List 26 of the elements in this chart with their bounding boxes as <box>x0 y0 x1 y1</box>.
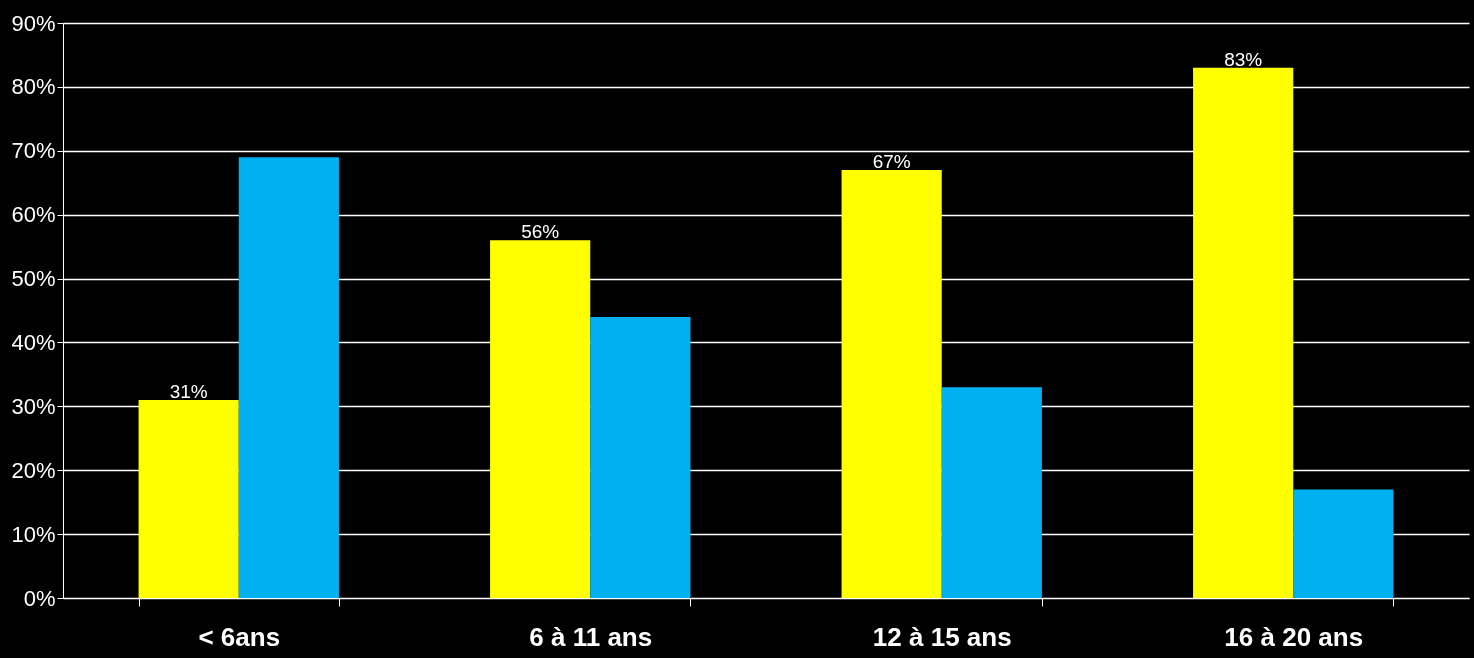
y-tick-label: 40% <box>11 329 56 355</box>
x-tick-label: < 6ans <box>198 621 281 652</box>
y-tick-label: 30% <box>11 393 56 419</box>
data-label: 31% <box>169 380 208 402</box>
data-label: 56% <box>521 221 560 243</box>
y-tick-label: 50% <box>11 266 56 292</box>
bar <box>238 157 339 598</box>
y-tick-label: 60% <box>11 202 56 228</box>
x-tick-label: 16 à 20 ans <box>1224 621 1364 652</box>
y-tick-label: 20% <box>11 457 56 483</box>
bar <box>841 169 942 598</box>
bar <box>490 240 591 598</box>
y-tick-label: 10% <box>11 521 56 547</box>
bar <box>138 399 239 598</box>
data-label: 83% <box>1224 48 1263 70</box>
y-tick-label: 80% <box>11 74 56 100</box>
y-tick-label: 90% <box>11 10 56 36</box>
data-label: 67% <box>872 150 911 172</box>
x-tick-label: 6 à 11 ans <box>529 621 653 652</box>
bar <box>590 316 691 598</box>
x-tick-label: 12 à 15 ans <box>872 621 1012 652</box>
bar <box>1193 67 1294 598</box>
bar <box>941 387 1042 598</box>
y-tick-label: 0% <box>23 585 56 611</box>
y-tick-label: 70% <box>11 138 56 164</box>
bar <box>1293 489 1394 598</box>
